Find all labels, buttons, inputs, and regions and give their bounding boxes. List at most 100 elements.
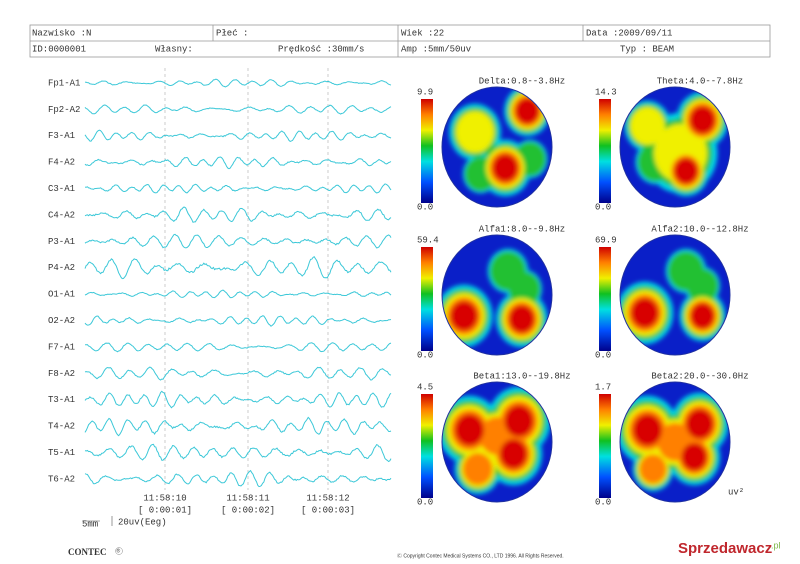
map-level xyxy=(686,409,714,439)
eeg-trace xyxy=(84,129,392,142)
map-heat xyxy=(624,91,729,197)
map-level xyxy=(504,405,534,437)
map-outline xyxy=(441,234,553,356)
scale-max: 1.7 xyxy=(595,382,611,392)
channel-label: T5-A1 xyxy=(48,448,75,458)
topo-map xyxy=(620,235,730,355)
map-level xyxy=(639,454,667,484)
map-title: Alfa1:8.0--9.8Hz xyxy=(479,224,565,234)
time-clock: 11:58:10 xyxy=(143,493,186,503)
map-title: Delta:0.8--3.8Hz xyxy=(479,76,565,86)
color-bar xyxy=(599,99,611,203)
eeg-trace xyxy=(84,233,392,249)
map-level xyxy=(630,106,665,146)
scale-min: 0.0 xyxy=(417,202,433,212)
topo-map xyxy=(442,382,552,502)
map-level xyxy=(450,301,478,331)
map-title: Theta:4.0--7.8Hz xyxy=(657,76,743,86)
id-field: ID:0000001 xyxy=(32,44,86,54)
color-bar xyxy=(421,247,433,351)
map-heat xyxy=(442,248,548,348)
eeg-trace xyxy=(84,255,392,280)
time-elapsed: [ 0:00:01] xyxy=(138,505,192,515)
eeg-trace xyxy=(84,443,392,463)
map-level xyxy=(499,439,528,469)
color-bar xyxy=(421,99,433,203)
color-bar xyxy=(421,394,433,498)
channel-label: C4-A2 xyxy=(48,210,75,220)
eeg-trace xyxy=(84,366,392,381)
channel-label: Fp2-A2 xyxy=(48,105,80,115)
time-elapsed: [ 0:00:03] xyxy=(301,505,355,515)
map-level xyxy=(690,303,715,329)
map-heat xyxy=(620,248,726,345)
eeg-trace xyxy=(84,206,392,223)
time-clock: 11:58:11 xyxy=(226,493,269,503)
channel-label: T4-A2 xyxy=(48,422,75,432)
map-level xyxy=(508,305,535,333)
scale-min: 0.0 xyxy=(595,350,611,360)
eeg-trace xyxy=(84,390,392,409)
eeg-trace xyxy=(84,289,392,299)
map-heat xyxy=(442,386,551,495)
eeg-trace xyxy=(84,342,392,353)
map-outline xyxy=(619,86,731,208)
eeg-trace xyxy=(84,315,392,327)
color-bar xyxy=(599,394,611,498)
scale-min: 0.0 xyxy=(417,497,433,507)
map-level xyxy=(455,110,495,154)
channel-label: F3-A1 xyxy=(48,131,75,141)
topo-map xyxy=(620,87,730,207)
map-level xyxy=(674,158,698,184)
map-level xyxy=(492,154,519,182)
topo-map xyxy=(620,382,730,502)
brand-mark-circle xyxy=(115,547,123,555)
map-level xyxy=(681,443,708,471)
watermark-domain: .pl xyxy=(771,540,781,550)
eeg-trace xyxy=(84,183,392,194)
map-outline xyxy=(619,381,731,503)
map-level xyxy=(632,414,663,446)
map-title: Beta2:20.0--30.0Hz xyxy=(651,371,748,381)
map-level xyxy=(508,271,541,307)
name-field: Nazwisko :N xyxy=(32,28,91,38)
map-level xyxy=(454,414,485,446)
map-level xyxy=(631,298,659,328)
brand: CONTEC xyxy=(68,547,107,557)
channel-label: T3-A1 xyxy=(48,395,75,405)
channel-label: C3-A1 xyxy=(48,184,75,194)
channel-label: O2-A2 xyxy=(48,316,75,326)
channel-label: F4-A2 xyxy=(48,158,75,168)
age-field: Wiek :22 xyxy=(401,28,444,38)
channel-label: O1-A1 xyxy=(48,290,75,300)
scale-max: 14.3 xyxy=(595,87,617,97)
map-level xyxy=(515,98,540,124)
map-outline xyxy=(441,381,553,503)
channel-label: F7-A1 xyxy=(48,342,75,352)
map-outline xyxy=(619,234,731,356)
watermark: Sprzedawacz xyxy=(678,540,772,557)
scale-min: 0.0 xyxy=(595,202,611,212)
eeg-trace xyxy=(84,156,392,170)
sex-field: Płeć : xyxy=(216,28,248,38)
map-title: Alfa2:10.0--12.8Hz xyxy=(651,224,748,234)
amp-scale: 20uv(Eeg) xyxy=(118,517,167,527)
map-title: Beta1:13.0--19.8Hz xyxy=(473,371,570,381)
own-field: Własny: xyxy=(155,44,193,54)
type-field: Typ : BEAM xyxy=(620,44,674,54)
scale-min: 0.0 xyxy=(417,350,433,360)
date-field: Data :2009/09/11 xyxy=(586,28,672,38)
scale-max: 9.9 xyxy=(417,87,433,97)
map-outline xyxy=(441,86,553,208)
scale-max: 4.5 xyxy=(417,382,433,392)
color-bar xyxy=(599,247,611,351)
topo-map xyxy=(442,235,552,355)
unit: uv² xyxy=(728,487,744,497)
channel-label: Fp1-A1 xyxy=(48,78,80,88)
watermark-bg xyxy=(672,535,794,561)
scale-max: 69.9 xyxy=(595,235,617,245)
map-heat xyxy=(620,392,729,492)
eeg-trace xyxy=(84,469,392,488)
copyright: Ⓒ Copyright Contec Medical Systems CO., … xyxy=(397,552,564,559)
